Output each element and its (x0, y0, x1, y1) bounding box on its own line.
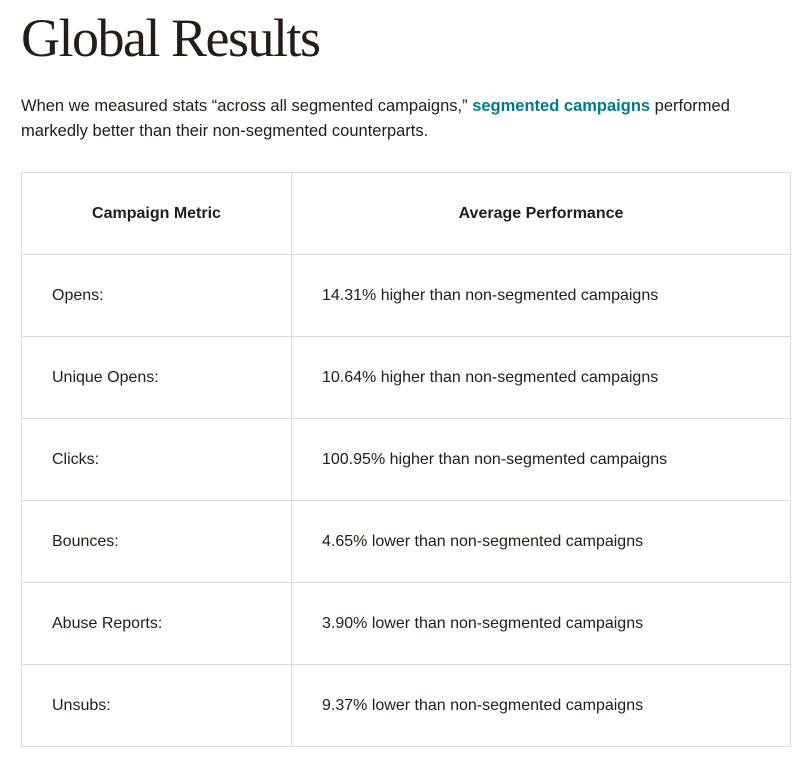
header-campaign-metric: Campaign Metric (21, 172, 292, 255)
metric-cell: Unsubs: (21, 664, 292, 747)
metric-cell: Abuse Reports: (21, 582, 292, 665)
table-row: Bounces: 4.65% lower than non-segmented c… (21, 500, 791, 583)
metric-cell: Unique Opens: (21, 336, 292, 419)
performance-cell: 100.95% higher than non-segmented campai… (291, 418, 791, 501)
header-average-performance: Average Performance (291, 172, 791, 255)
metric-cell: Bounces: (21, 500, 292, 583)
results-table: Campaign Metric Average Performance Open… (21, 172, 791, 747)
intro-text-after: performed markedly better than their non… (21, 97, 730, 140)
segmented-campaigns-link[interactable]: segmented campaigns (472, 97, 651, 115)
performance-cell: 9.37% lower than non-segmented campaigns (291, 664, 791, 747)
intro-text-before: When we measured stats “across all segme… (21, 97, 473, 115)
performance-cell: 3.90% lower than non-segmented campaigns (291, 582, 791, 665)
table-row: Unsubs: 9.37% lower than non-segmented ca… (21, 664, 791, 747)
table-row: Clicks: 100.95% higher than non-segmented… (21, 418, 791, 501)
page-title: Global Results (21, 8, 321, 68)
performance-cell: 10.64% higher than non-segmented campaig… (291, 336, 791, 419)
table-row: Opens: 14.31% higher than non-segmented c… (21, 254, 791, 337)
metric-cell: Clicks: (21, 418, 292, 501)
performance-cell: 14.31% higher than non-segmented campaig… (291, 254, 791, 337)
performance-cell: 4.65% lower than non-segmented campaigns (291, 500, 791, 583)
table-header-row: Campaign Metric Average Performance (21, 172, 791, 255)
intro-paragraph: When we measured stats “across all segme… (21, 94, 781, 144)
table-row: Unique Opens: 10.64% higher than non-segm… (21, 336, 791, 419)
metric-cell: Opens: (21, 254, 292, 337)
table-row: Abuse Reports: 3.90% lower than non-segme… (21, 582, 791, 665)
